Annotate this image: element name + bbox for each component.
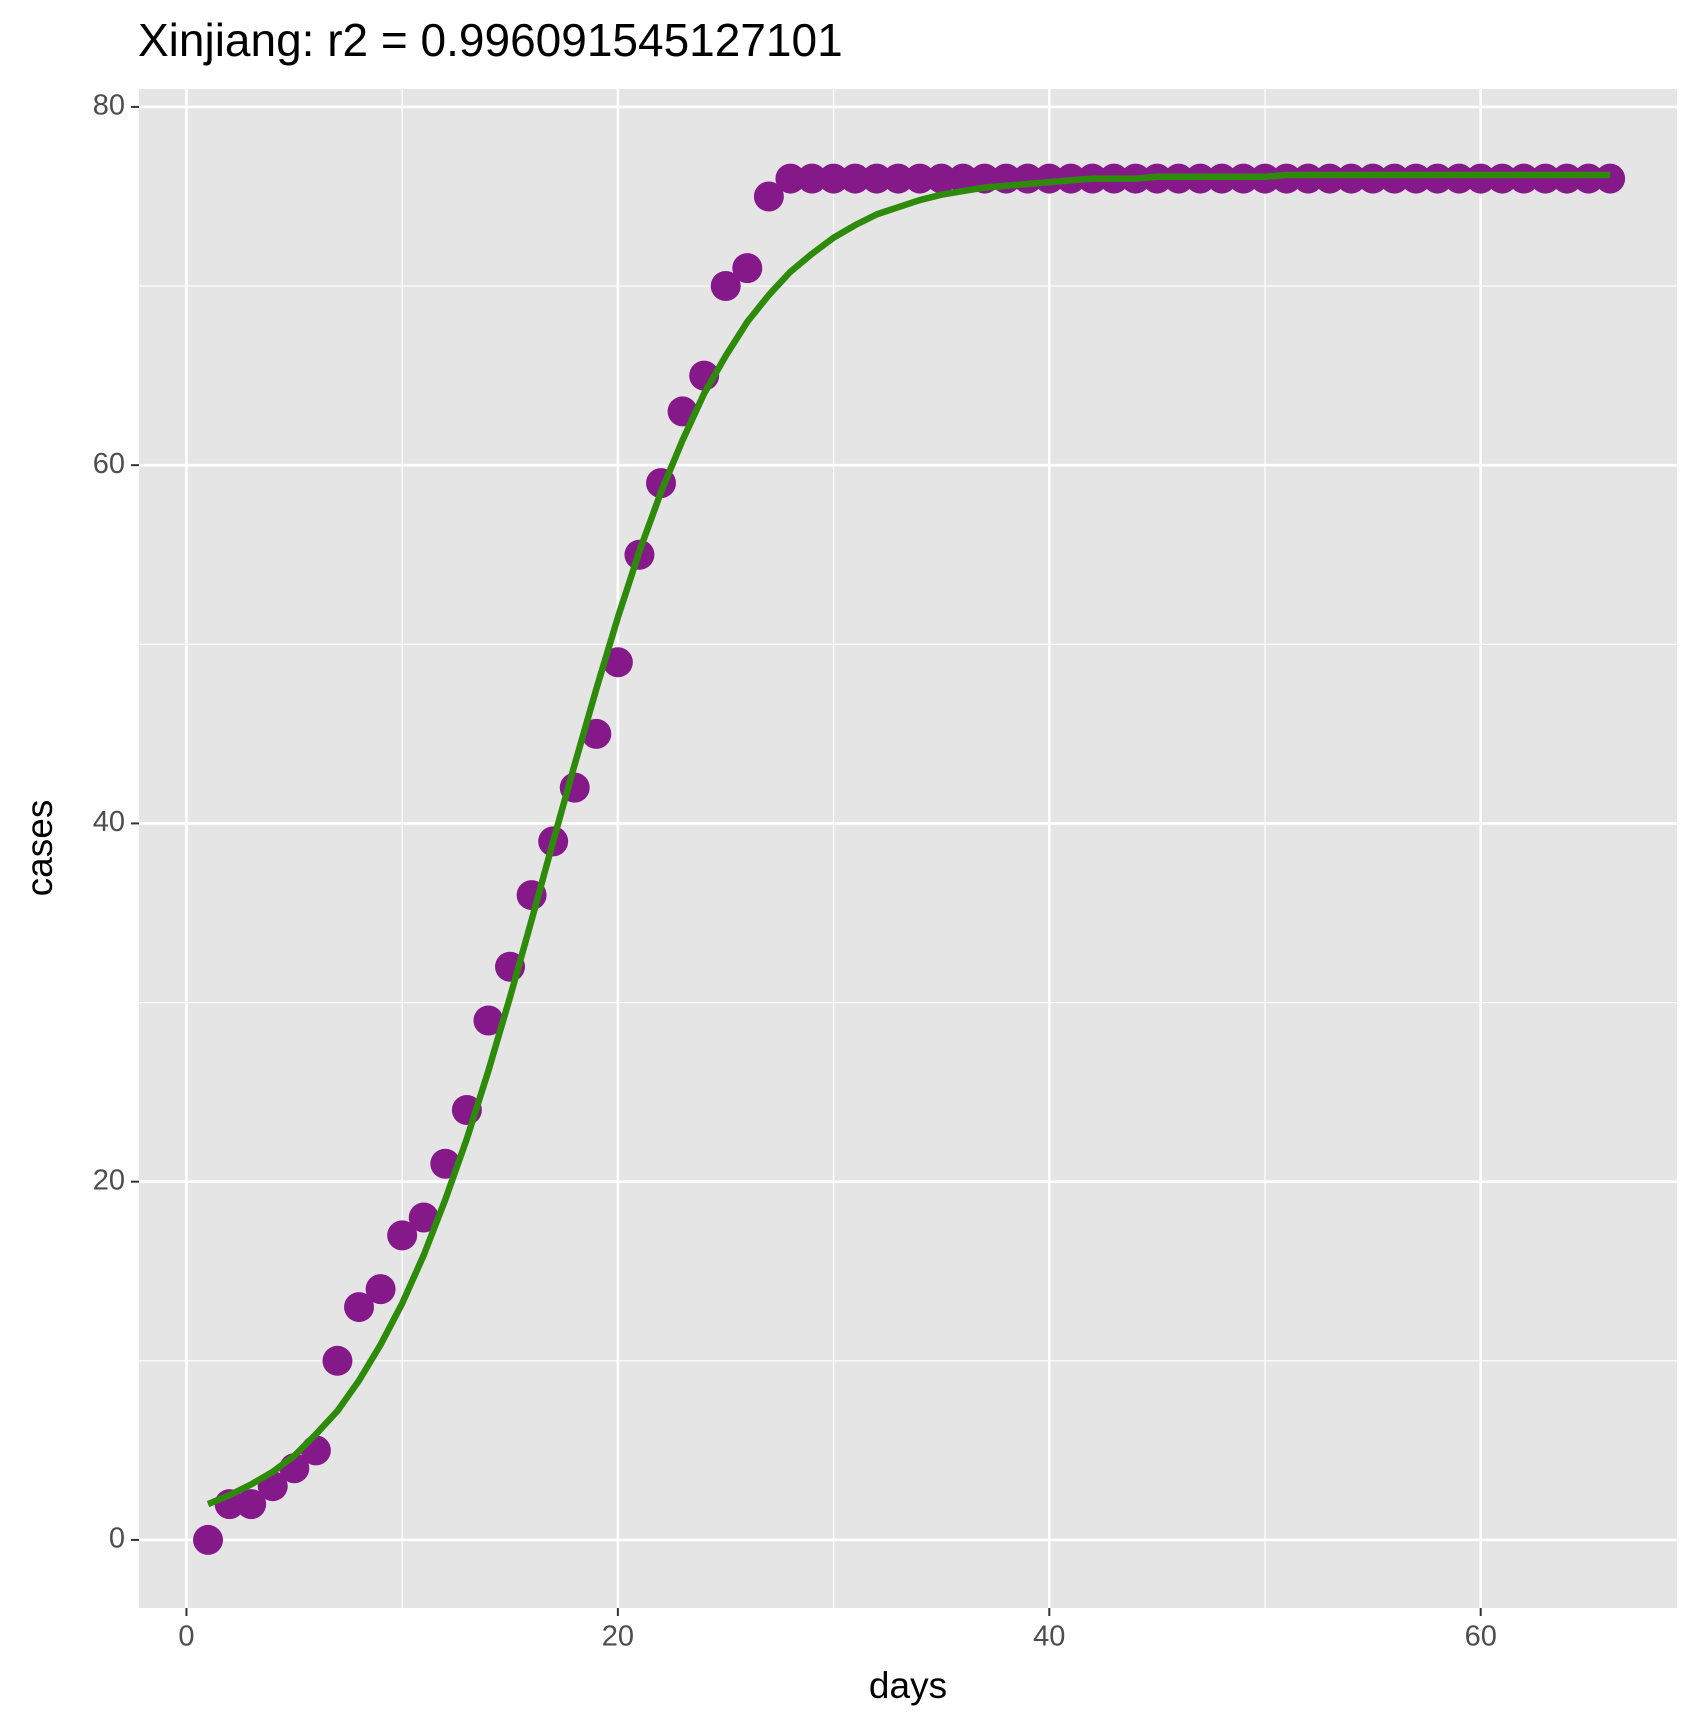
point [1551,163,1582,194]
point [1271,163,1302,194]
point [344,1292,375,1323]
point [193,1524,224,1555]
x-tick-label: 20 [602,1621,634,1653]
point [1357,163,1388,194]
point [322,1345,353,1376]
point [1400,163,1431,194]
y-axis-title: cases [19,800,60,897]
point [1530,163,1561,194]
point [775,163,806,194]
y-tick-label: 20 [93,1164,125,1196]
point [1034,163,1065,194]
point [236,1489,267,1520]
point [710,271,741,302]
point [861,163,892,194]
point [1444,163,1475,194]
point [904,163,935,194]
point [1508,163,1539,194]
point [387,1220,418,1251]
fit-line [206,171,1611,1508]
x-tick-label: 40 [1033,1621,1065,1653]
point [948,163,979,194]
y-tick-label: 40 [93,806,125,838]
point [408,1202,439,1233]
point [300,1435,331,1466]
y-tick-label: 60 [93,448,125,480]
point [797,163,828,194]
point [365,1274,396,1305]
x-tick-label: 0 [178,1621,194,1653]
point [753,181,784,212]
point [926,163,957,194]
point [602,647,633,678]
point [1336,163,1367,194]
point [818,163,849,194]
chart-title: Xinjiang: r2 = 0.996091545127101 [138,14,843,66]
point [1573,163,1604,194]
point [1379,163,1410,194]
point [883,163,914,194]
x-axis-title: days [869,1665,947,1706]
point [840,163,871,194]
x-tick-label: 60 [1465,1621,1497,1653]
point [1293,163,1324,194]
y-tick-label: 80 [93,90,125,122]
point [732,253,763,284]
point [473,1005,504,1036]
y-tick-label: 0 [109,1523,125,1555]
point [1422,163,1453,194]
point [1314,163,1345,194]
point [1487,163,1518,194]
point [1595,163,1626,194]
plot-panel [139,89,1677,1608]
point [1465,163,1496,194]
